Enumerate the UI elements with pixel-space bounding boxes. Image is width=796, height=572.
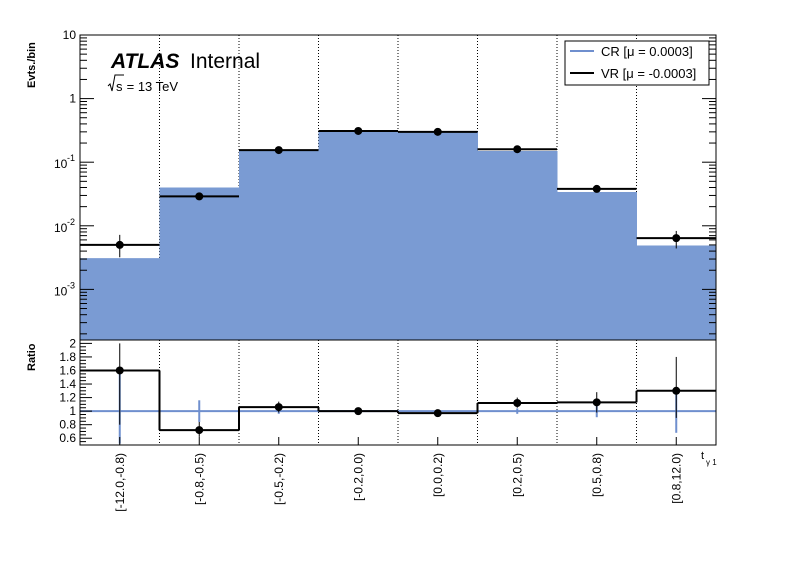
internal-label: Internal bbox=[190, 50, 260, 73]
ratio-point bbox=[672, 386, 681, 395]
ratio-point bbox=[195, 426, 204, 435]
vr-point bbox=[354, 126, 363, 135]
legend-box bbox=[564, 40, 710, 86]
main-y-tick-label: 10 -2 bbox=[54, 217, 75, 235]
cr-bar bbox=[318, 130, 399, 340]
main-y-tick-label: 1 bbox=[69, 92, 76, 106]
energy-label: s = 13 TeV bbox=[107, 74, 178, 94]
ratio-point bbox=[513, 399, 522, 407]
x-axis-categories: [-12.0,-0.8) [-0.8,-0.5) [-0.5,-0.2) [-0.2,… bbox=[113, 437, 683, 512]
vr-point bbox=[195, 192, 204, 201]
vr-point bbox=[513, 145, 522, 154]
cr-bar bbox=[398, 131, 478, 340]
ratio-y-axis-title: Ratio bbox=[26, 343, 38, 371]
ratio-point bbox=[592, 398, 601, 407]
cr-histogram bbox=[80, 130, 717, 340]
tick-base: 10 bbox=[54, 284, 68, 298]
energy-s: s bbox=[116, 79, 123, 94]
x-category-label: [0.5,0.8) bbox=[590, 453, 604, 497]
vr-point bbox=[115, 240, 124, 249]
ratio-y-tick-label: 1.4 bbox=[59, 377, 76, 391]
ratio-y-tick-label: 2 bbox=[69, 336, 76, 350]
x-category-label: [0.0,0.2) bbox=[431, 453, 445, 497]
main-y-tick-label: 10 bbox=[63, 28, 77, 42]
ratio-point bbox=[433, 409, 442, 418]
cr-bar bbox=[239, 150, 319, 340]
ratio-y-tick-label: 1.8 bbox=[59, 350, 76, 364]
legend-cr-label: CR [μ = 0.0003] bbox=[601, 44, 693, 59]
ratio-y-axis: 0.60.811.21.41.61.82 bbox=[59, 336, 92, 446]
ratio-y-tick-label: 0.6 bbox=[59, 431, 76, 445]
ratio-y-tick-label: 0.8 bbox=[59, 418, 76, 432]
ratio-frame bbox=[79, 339, 717, 446]
x-category-label: [-0.2,0.0) bbox=[351, 453, 365, 501]
tick-base: 10 bbox=[54, 157, 68, 171]
atlas-label: ATLAS bbox=[110, 50, 179, 73]
tick-exponent: -2 bbox=[67, 217, 75, 227]
cr-bar bbox=[80, 258, 160, 340]
tick-exponent: -1 bbox=[67, 153, 75, 163]
cr-bar bbox=[477, 150, 558, 340]
ratio-panel: 0.60.811.21.41.61.82 bbox=[59, 336, 717, 446]
ratio-point bbox=[115, 366, 124, 375]
cr-bar bbox=[159, 187, 240, 340]
tick-base: 1 bbox=[69, 92, 76, 106]
ratio-series bbox=[80, 343, 716, 437]
main-y-axis-title: Evts./bin bbox=[26, 42, 38, 88]
tick-exponent: -3 bbox=[67, 280, 75, 290]
ratio-y-tick-label: 1 bbox=[69, 404, 76, 418]
cr-bar bbox=[557, 191, 637, 340]
ratio-y-tick-label: 1.2 bbox=[59, 391, 76, 405]
legend: CR [μ = 0.0003] VR [μ = -0.0003] bbox=[564, 40, 710, 86]
vr-point bbox=[274, 146, 283, 155]
x-category-label: [-12.0,-0.8) bbox=[113, 453, 127, 512]
vr-series bbox=[80, 126, 716, 258]
ratio-point bbox=[354, 407, 363, 416]
x-category-label: [0.2,0.5) bbox=[510, 453, 524, 497]
x-category-label: [-0.8,-0.5) bbox=[192, 453, 206, 505]
cr-bar bbox=[636, 245, 717, 340]
main-y-tick-label: 10 -3 bbox=[54, 280, 75, 298]
legend-vr-label: VR [μ = -0.0003] bbox=[601, 66, 696, 81]
ratio-point bbox=[274, 403, 283, 412]
tick-base: 10 bbox=[54, 221, 68, 235]
x-category-label: [0.8,12.0) bbox=[669, 453, 683, 504]
x-axis-title: t bbox=[701, 450, 704, 462]
x-category-label: [-0.5,-0.2) bbox=[272, 453, 286, 505]
x-axis-title-subscript: γ 1 bbox=[706, 458, 717, 467]
main-y-tick-label: 10 -1 bbox=[54, 153, 75, 171]
energy-value: = 13 TeV bbox=[123, 79, 178, 94]
sqrt-icon bbox=[107, 74, 124, 92]
tick-base: 10 bbox=[63, 28, 77, 42]
vr-point bbox=[672, 234, 681, 243]
vr-point bbox=[592, 184, 601, 193]
vr-point bbox=[433, 127, 442, 136]
ratio-y-tick-label: 1.6 bbox=[59, 363, 76, 377]
